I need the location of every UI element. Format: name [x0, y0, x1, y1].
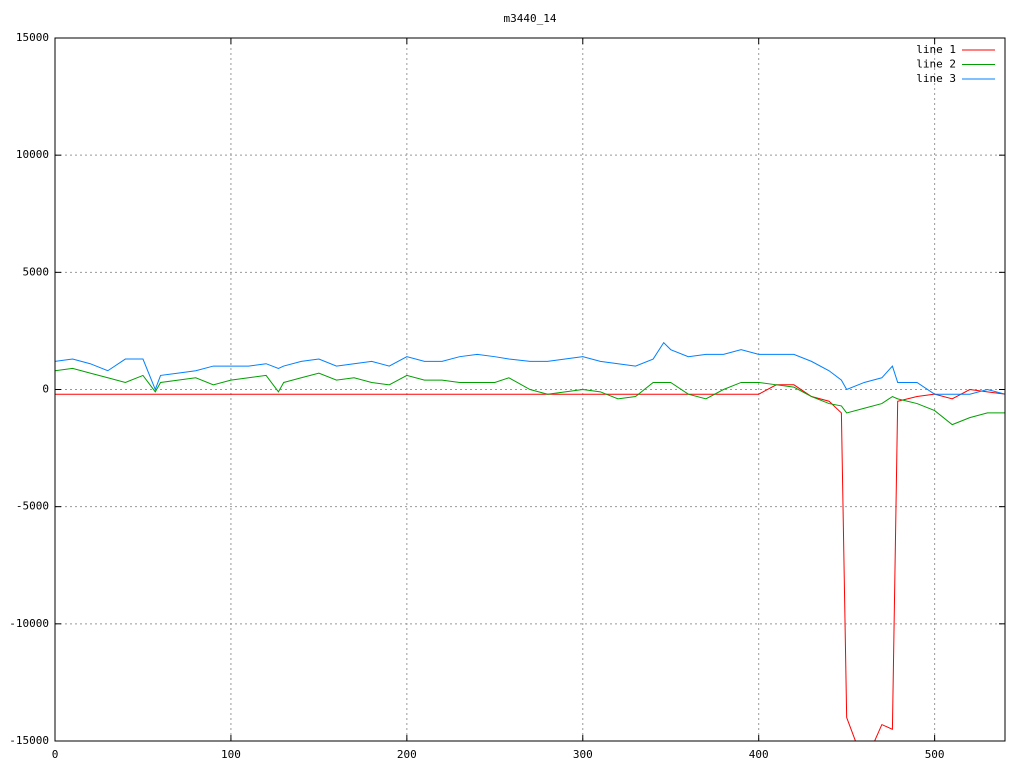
y-tick-label: -10000 [9, 617, 49, 630]
y-tick-label: -5000 [16, 500, 49, 513]
x-tick-label: 400 [749, 748, 769, 761]
plot-lines [55, 341, 1005, 741]
x-tick-label: 100 [221, 748, 241, 761]
y-tick-label: 5000 [23, 265, 50, 278]
legend-label: line 3 [916, 72, 956, 85]
x-tick-label: 0 [52, 748, 59, 761]
legend-label: line 2 [916, 58, 956, 71]
y-tick-label: 0 [42, 383, 49, 396]
y-tick-label: 10000 [16, 148, 49, 161]
x-tick-label: 500 [925, 748, 945, 761]
x-tick-label: 200 [397, 748, 417, 761]
x-tick-label: 300 [573, 748, 593, 761]
labels: -15000 -10000 -5000 0 5000 10000 15000 0 100 200 3… [9, 31, 1005, 761]
y-tick-label: -15000 [9, 734, 49, 747]
chart-title: m3440_14 [504, 12, 557, 25]
y-tick-label: 15000 [16, 31, 49, 44]
series-line [55, 341, 1005, 395]
series-line [55, 367, 1005, 426]
series-line [55, 384, 1005, 741]
legend-label: line 1 [916, 43, 956, 56]
